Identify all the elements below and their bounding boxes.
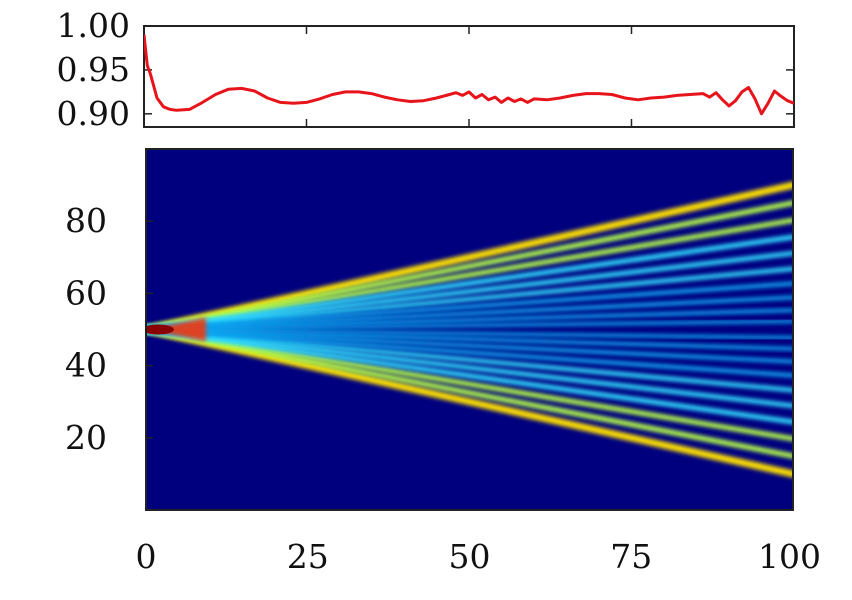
upper-front-beam bbox=[146, 308, 793, 332]
heatmap-x-tick-labels: 0 25 50 75 100 bbox=[136, 537, 822, 576]
top-y-tick-label: 0.95 bbox=[57, 50, 130, 89]
lower-front-beam bbox=[146, 326, 793, 442]
heatmap-y-tick-label: 80 bbox=[65, 201, 107, 240]
upper-front-beam bbox=[146, 250, 793, 332]
upper-front-beam bbox=[146, 295, 793, 332]
heatmap-frame bbox=[145, 148, 794, 511]
upper-front-beam bbox=[146, 234, 793, 332]
lower-front-beam bbox=[146, 327, 793, 364]
series-line bbox=[144, 34, 794, 116]
top-x-ticks bbox=[143, 26, 795, 127]
upper-front-beam bbox=[146, 266, 793, 332]
heatmap-x-tick-label: 100 bbox=[758, 537, 821, 576]
lower-front-beam bbox=[146, 327, 793, 378]
fidelity-line-chart: 1.00 0.95 0.90 bbox=[57, 6, 795, 133]
source-hotspot bbox=[146, 317, 206, 342]
heatmap-y-ticks bbox=[146, 220, 153, 439]
upper-front-beam bbox=[146, 281, 793, 332]
upper-front-beam bbox=[146, 217, 793, 333]
heatmap-y-tick-label: 40 bbox=[65, 346, 107, 385]
heatmap-y-tick-labels: 20 40 60 80 bbox=[65, 201, 107, 457]
lower-front-beam bbox=[146, 327, 793, 393]
upper-front-beam bbox=[146, 181, 793, 333]
light-cone-heatmap: 20 40 60 80 0 25 50 75 100 bbox=[65, 148, 822, 576]
top-y-tick-labels: 1.00 0.95 0.90 bbox=[57, 6, 130, 133]
top-y-tick-label: 1.00 bbox=[57, 6, 130, 45]
lower-front-beam bbox=[146, 327, 793, 409]
heatmap-x-tick-label: 50 bbox=[449, 537, 491, 576]
lower-front-beam bbox=[146, 327, 793, 351]
top-y-ticks bbox=[144, 25, 794, 115]
lower-front-beam bbox=[146, 326, 793, 478]
heatmap-x-tick-label: 75 bbox=[610, 537, 652, 576]
top-y-tick-label: 0.90 bbox=[57, 94, 130, 133]
heatmap-beams bbox=[146, 181, 793, 478]
top-plot-frame bbox=[143, 25, 795, 128]
heatmap-y-tick-label: 60 bbox=[65, 273, 107, 312]
lower-front-beam bbox=[146, 327, 793, 425]
heatmap-x-tick-label: 25 bbox=[287, 537, 329, 576]
upper-front-beam bbox=[146, 200, 793, 333]
lower-front-beam bbox=[146, 326, 793, 459]
source-core bbox=[146, 324, 174, 335]
heatmap-x-tick-label: 0 bbox=[136, 537, 157, 576]
heatmap-y-tick-label: 20 bbox=[65, 418, 107, 457]
